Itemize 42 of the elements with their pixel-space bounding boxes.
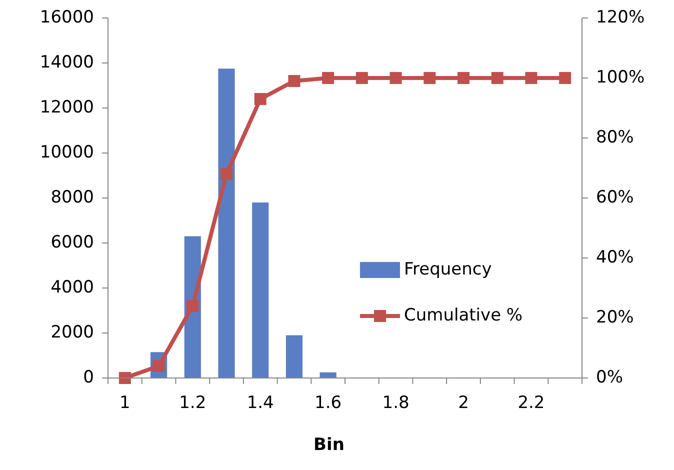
bar	[286, 335, 303, 378]
y2-tick-label: 0%	[596, 368, 623, 388]
y2-tick-label: 100%	[596, 68, 645, 88]
y2-tick-label: 40%	[596, 248, 634, 268]
x-tick-label: 1.6	[314, 393, 342, 413]
y-tick-label: 2000	[50, 322, 94, 343]
y-tick-label: 4000	[50, 278, 94, 298]
point	[220, 168, 232, 180]
legend-label: Frequency	[404, 260, 492, 280]
legend-label: Cumulative %	[404, 306, 523, 326]
point	[118, 372, 131, 384]
point	[390, 72, 402, 84]
x-tick-label: 1.4	[246, 393, 274, 413]
y2-tick-label: 120%	[596, 8, 645, 28]
y-tick-label: 12000	[40, 98, 94, 118]
point	[254, 93, 266, 105]
x-tick-label: 2	[458, 393, 469, 413]
x-tick-label: 1	[120, 393, 130, 413]
x-tick-label: 2.2	[518, 393, 545, 413]
point	[322, 72, 334, 84]
y-tick-label: 10000	[40, 142, 94, 163]
y2-tick-label: 80%	[596, 128, 634, 148]
bar	[252, 202, 269, 378]
bar	[218, 68, 235, 378]
point	[491, 72, 504, 84]
point	[559, 72, 572, 84]
point	[424, 72, 436, 84]
y2-tick-label: 60%	[596, 188, 634, 208]
y-tick-label: 8000	[50, 188, 94, 208]
point	[288, 75, 300, 87]
y2-tick-label: 20%	[596, 308, 634, 328]
y-tick-label: 6000	[50, 232, 94, 253]
point	[186, 300, 199, 312]
y-tick-label: 0	[83, 368, 94, 388]
point	[356, 72, 368, 84]
y-tick-label: 14000	[40, 52, 94, 73]
point	[458, 72, 470, 84]
y-tick-label: 16000	[40, 8, 94, 28]
point	[525, 72, 538, 84]
x-tick-label: 1.2	[179, 393, 206, 413]
x-tick-label: 1.8	[382, 393, 410, 413]
x-axis-title: Bin	[314, 435, 344, 455]
